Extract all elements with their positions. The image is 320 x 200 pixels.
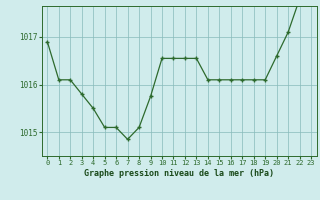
X-axis label: Graphe pression niveau de la mer (hPa): Graphe pression niveau de la mer (hPa): [84, 169, 274, 178]
